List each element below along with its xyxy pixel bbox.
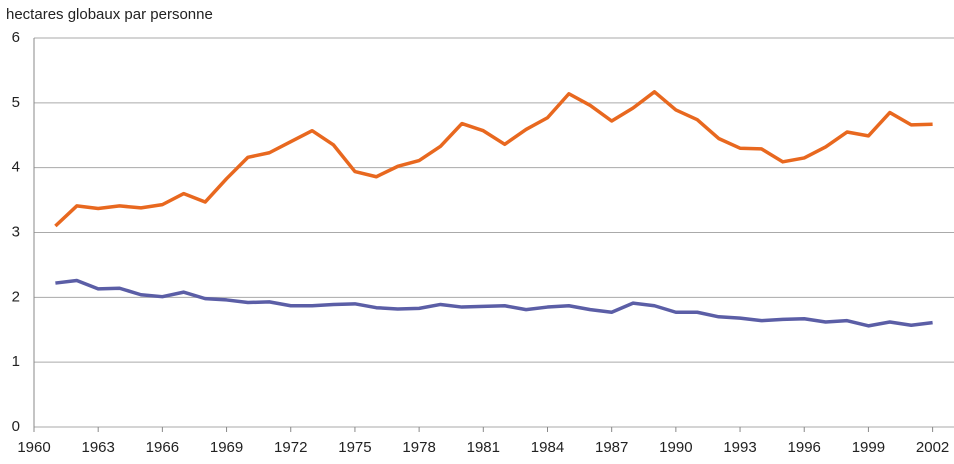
y-tick-label: 4 bbox=[12, 159, 20, 176]
x-tick-label: 1966 bbox=[146, 439, 179, 456]
y-tick-label: 1 bbox=[12, 353, 20, 370]
x-tick-label: 1996 bbox=[788, 439, 821, 456]
x-tick-label: 2002 bbox=[916, 439, 949, 456]
y-tick-label: 2 bbox=[12, 288, 20, 305]
y-tick-label: 0 bbox=[12, 418, 20, 435]
y-axis-label: hectares globaux par personne bbox=[6, 6, 213, 23]
y-tick-label: 5 bbox=[12, 94, 20, 111]
x-tick-label: 1963 bbox=[81, 439, 114, 456]
x-tick-label: 1975 bbox=[338, 439, 371, 456]
y-tick-label: 6 bbox=[12, 29, 20, 46]
x-tick-label: 1978 bbox=[402, 439, 435, 456]
x-tick-label: 1972 bbox=[274, 439, 307, 456]
series-line bbox=[54, 90, 933, 228]
x-tick-label: 1969 bbox=[210, 439, 243, 456]
x-tick-label: 1999 bbox=[852, 439, 885, 456]
y-tick-label: 3 bbox=[12, 223, 20, 240]
series-line bbox=[55, 278, 933, 328]
x-tick-label: 1990 bbox=[659, 439, 692, 456]
x-tick-label: 1984 bbox=[531, 439, 564, 456]
x-tick-label: 1993 bbox=[723, 439, 756, 456]
x-tick-label: 1987 bbox=[595, 439, 628, 456]
x-tick-label: 1981 bbox=[467, 439, 500, 456]
x-tick-label: 1960 bbox=[17, 439, 50, 456]
